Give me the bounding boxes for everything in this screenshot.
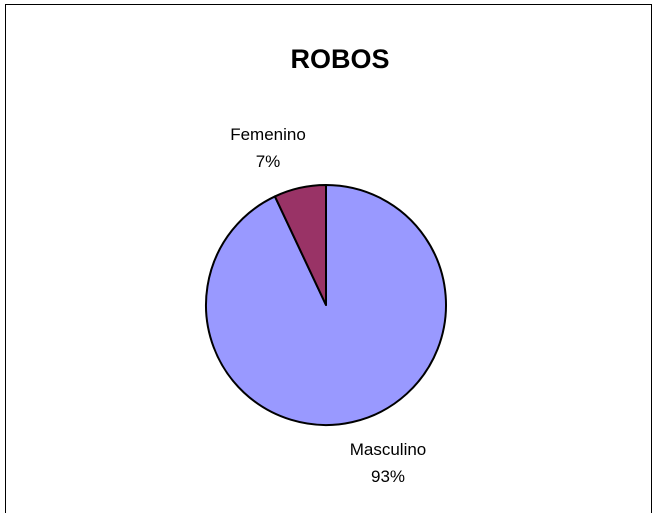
- slice-percent-label-masculino: 93%: [371, 467, 405, 486]
- pie-slice-masculino: [205, 184, 447, 426]
- chart-title: ROBOS: [290, 44, 389, 74]
- slice-labels: Masculino 93% Femenino 7%: [230, 125, 426, 486]
- pie-slice-femenino: [273, 184, 327, 306]
- pie-slices: [205, 184, 447, 426]
- slice-category-label-masculino: Masculino: [350, 440, 427, 459]
- slice-percent-label-femenino: 7%: [256, 152, 281, 171]
- slice-category-label-femenino: Femenino: [230, 125, 306, 144]
